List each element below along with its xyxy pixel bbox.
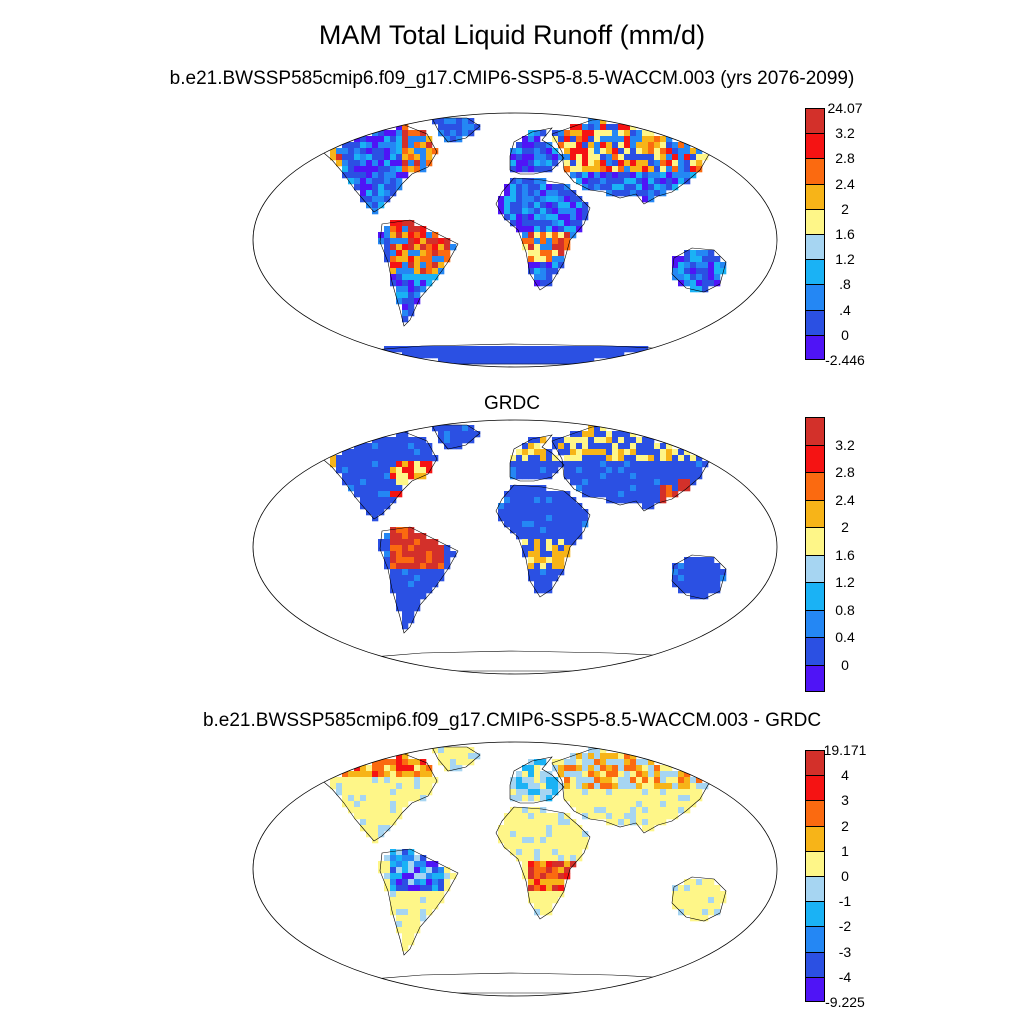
colorbar-label: 1.6 bbox=[835, 546, 855, 563]
colorbar-label: -2.446 bbox=[825, 352, 865, 368]
panel-3-title: b.e21.BWSSP585cmip6.f09_g17.CMIP6-SSP5-8… bbox=[202, 710, 822, 731]
colorbar-label: 2 bbox=[841, 200, 849, 217]
colorbar-label: 0 bbox=[841, 326, 849, 343]
colorbar-label: 19.171 bbox=[823, 742, 867, 758]
colorbar-label: -9.225 bbox=[825, 994, 865, 1010]
colorbar-swatch bbox=[805, 444, 825, 472]
colorbar-swatch bbox=[805, 775, 825, 801]
colorbar-label: 3 bbox=[841, 792, 849, 809]
colorbar-swatch bbox=[805, 309, 825, 335]
colorbar-label: 2 bbox=[841, 519, 849, 535]
panel-1-title: b.e21.BWSSP585cmip6.f09_g17.CMIP6-SSP5-8… bbox=[169, 68, 855, 89]
colorbar-swatch bbox=[805, 876, 825, 902]
runoff-grid bbox=[330, 118, 727, 365]
panel-2-colorbar: 3.2 2.8 2.4 2 1.6 1.2 0.8 0.4 0 bbox=[805, 417, 855, 692]
colorbar-label: -2 bbox=[838, 918, 852, 935]
colorbar-label: 0.8 bbox=[835, 601, 855, 618]
colorbar-label: 0 bbox=[841, 868, 849, 884]
colorbar-swatch bbox=[805, 133, 825, 159]
colorbar-swatch bbox=[805, 334, 825, 360]
colorbar-swatch bbox=[805, 926, 825, 952]
runoff-grid bbox=[330, 747, 727, 952]
colorbar-label: -1 bbox=[838, 893, 852, 910]
panel-1-colorbar: 24.07 3.2 2.8 2.4 2 1.6 1.2 .8 .4 0 -2.446 bbox=[805, 101, 865, 367]
colorbar-label: 2.4 bbox=[835, 175, 855, 192]
colorbar-swatch bbox=[805, 554, 825, 582]
map-frame bbox=[252, 112, 778, 368]
colorbar-label: 2.8 bbox=[835, 464, 855, 480]
colorbar-label: 0 bbox=[841, 656, 849, 673]
colorbar-label: 0.4 bbox=[835, 629, 855, 645]
colorbar-label: 1 bbox=[841, 842, 849, 859]
colorbar-swatch bbox=[805, 582, 825, 610]
map-frame bbox=[252, 419, 778, 675]
colorbar-swatch bbox=[805, 609, 825, 637]
colorbar-swatch bbox=[805, 259, 825, 285]
panel-3-map bbox=[252, 741, 778, 997]
colorbar-label: -4 bbox=[838, 968, 852, 985]
colorbar-label: 3.2 bbox=[835, 436, 855, 453]
colorbar-swatch bbox=[805, 158, 825, 184]
colorbar-swatch bbox=[805, 284, 825, 310]
colorbar-swatch bbox=[805, 800, 825, 826]
colorbar-label: 1.2 bbox=[835, 251, 855, 268]
colorbar-swatch bbox=[805, 976, 825, 1002]
colorbar-label: 1.2 bbox=[835, 574, 855, 590]
colorbar-swatch bbox=[805, 527, 825, 555]
panel-2-title: GRDC bbox=[484, 393, 540, 414]
panel-2-map bbox=[252, 419, 778, 675]
colorbar-swatch bbox=[805, 234, 825, 260]
colorbar-swatch bbox=[805, 637, 825, 665]
colorbar-swatch bbox=[805, 208, 825, 234]
colorbar-label: 24.07 bbox=[827, 100, 863, 116]
colorbar-swatch bbox=[805, 472, 825, 500]
colorbar-label: 4 bbox=[841, 767, 849, 784]
colorbar-label: 2 bbox=[841, 817, 849, 834]
colorbar-swatch bbox=[805, 664, 825, 692]
colorbar-label: -3 bbox=[838, 943, 852, 960]
colorbar-label: .8 bbox=[839, 276, 851, 293]
colorbar-swatch bbox=[805, 183, 825, 209]
panel-1-map bbox=[252, 112, 778, 368]
map-frame bbox=[252, 741, 778, 997]
colorbar-label: 1.6 bbox=[835, 226, 855, 242]
colorbar-swatch bbox=[805, 750, 825, 776]
colorbar-swatch bbox=[805, 951, 825, 977]
colorbar-label: .4 bbox=[839, 301, 851, 318]
colorbar-swatch bbox=[805, 499, 825, 527]
colorbar-label: 2.4 bbox=[835, 491, 855, 508]
colorbar-label: 2.8 bbox=[835, 150, 855, 167]
colorbar-swatch bbox=[805, 108, 825, 134]
runoff-grid bbox=[330, 425, 727, 630]
colorbar-swatch bbox=[805, 901, 825, 927]
colorbar-swatch bbox=[805, 825, 825, 851]
colorbar-label: 3.2 bbox=[835, 125, 855, 142]
panel-3-colorbar: 19.171 4 3 2 1 0 -1 -2 -3 -4 -9.225 bbox=[805, 743, 866, 1009]
figure-title: MAM Total Liquid Runoff (mm/d) bbox=[318, 20, 706, 50]
colorbar-swatch bbox=[805, 417, 825, 445]
colorbar-swatch bbox=[805, 850, 825, 876]
